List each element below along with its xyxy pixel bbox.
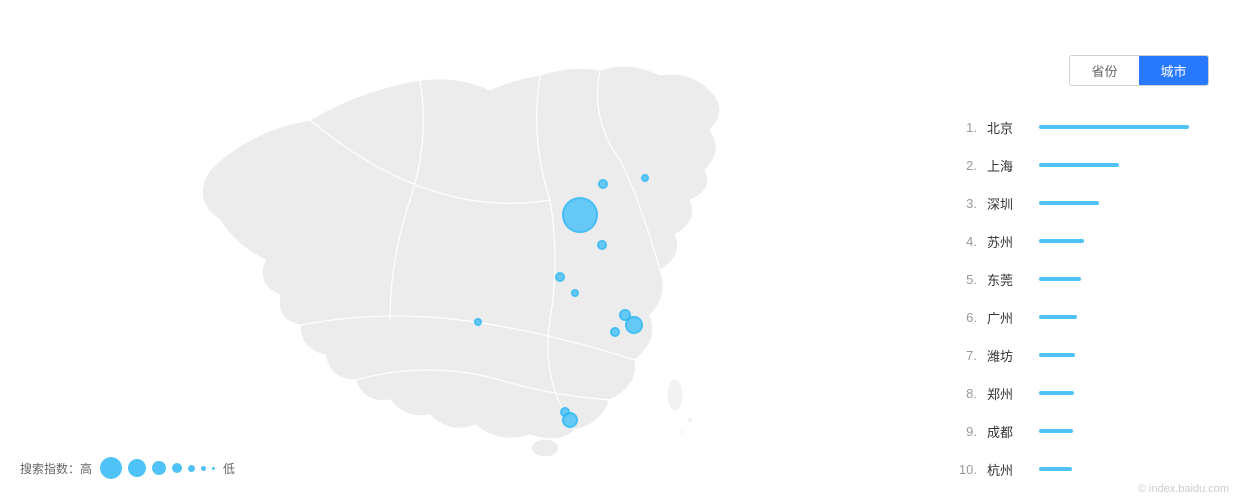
map-bubble[interactable] [474,318,482,326]
rank-bar [1039,277,1081,281]
side-panel: 省份 城市 1. 北京 2. 上海 3. 深圳 4. 苏州 5. 东莞 6. 广州 7. 潍坊 8. 郑州 9.… [949,55,1209,488]
china-map-area [130,20,770,460]
rank-city-name: 苏州 [987,232,1035,251]
rank-number: 4. [949,234,977,249]
rank-bar [1039,201,1099,205]
china-map-svg [130,20,770,460]
map-bubble[interactable] [641,174,649,182]
legend-prefix: 搜索指数：高 [20,460,92,477]
rank-city-name: 上海 [987,156,1035,175]
rank-bar-wrap [1039,201,1209,205]
rank-bar [1039,125,1189,129]
rank-item[interactable]: 4. 苏州 [949,222,1209,260]
rank-bar-wrap [1039,353,1209,357]
rank-number: 6. [949,310,977,325]
rank-bar-wrap [1039,125,1209,129]
map-bubble[interactable] [598,179,608,189]
map-bubble[interactable] [597,240,607,250]
rank-item[interactable]: 9. 成都 [949,412,1209,450]
tab-province[interactable]: 省份 [1070,56,1139,85]
rank-bar-wrap [1039,429,1209,433]
rank-number: 3. [949,196,977,211]
map-bubble[interactable] [562,412,578,428]
rank-number: 1. [949,120,977,135]
rank-item[interactable]: 7. 潍坊 [949,336,1209,374]
rank-bar-wrap [1039,163,1209,167]
map-bubble[interactable] [625,316,643,334]
rank-number: 5. [949,272,977,287]
legend-bubbles [100,457,215,479]
rank-number: 9. [949,424,977,439]
rank-city-name: 北京 [987,118,1035,137]
map-bubble[interactable] [610,327,620,337]
rank-bar [1039,239,1084,243]
rank-bar [1039,353,1075,357]
legend: 搜索指数：高 低 [20,457,235,479]
tab-group: 省份 城市 [1069,55,1209,86]
rank-list: 1. 北京 2. 上海 3. 深圳 4. 苏州 5. 东莞 6. 广州 7. 潍坊 8. 郑州 9. 成都 10. 杭… [949,108,1209,488]
map-bubble[interactable] [562,197,598,233]
legend-bubble [100,457,122,479]
rank-bar-wrap [1039,315,1209,319]
legend-bubble [201,466,206,471]
rank-number: 8. [949,386,977,401]
rank-city-name: 成都 [987,422,1035,441]
rank-item[interactable]: 5. 东莞 [949,260,1209,298]
legend-bubble [152,461,166,475]
rank-item[interactable]: 2. 上海 [949,146,1209,184]
rank-bar-wrap [1039,277,1209,281]
rank-city-name: 深圳 [987,194,1035,213]
rank-bar [1039,429,1073,433]
rank-bar [1039,163,1119,167]
rank-bar [1039,467,1072,471]
legend-bubble [212,467,215,470]
rank-city-name: 东莞 [987,270,1035,289]
legend-bubble [128,459,146,477]
map-bubble[interactable] [555,272,565,282]
rank-city-name: 郑州 [987,384,1035,403]
legend-low: 低 [223,460,235,477]
rank-bar-wrap [1039,467,1209,471]
rank-item[interactable]: 6. 广州 [949,298,1209,336]
rank-bar [1039,315,1077,319]
rank-bar-wrap [1039,391,1209,395]
rank-bar [1039,391,1074,395]
rank-bar-wrap [1039,239,1209,243]
rank-city-name: 杭州 [987,460,1035,479]
rank-number: 7. [949,348,977,363]
rank-item[interactable]: 1. 北京 [949,108,1209,146]
rank-city-name: 潍坊 [987,346,1035,365]
rank-item[interactable]: 3. 深圳 [949,184,1209,222]
rank-number: 10. [949,462,977,477]
map-bubble[interactable] [571,289,579,297]
legend-bubble [188,465,195,472]
tab-city[interactable]: 城市 [1139,56,1208,85]
rank-number: 2. [949,158,977,173]
watermark: © index.baidu.com [1138,483,1229,495]
rank-city-name: 广州 [987,308,1035,327]
legend-bubble [172,463,182,473]
rank-item[interactable]: 8. 郑州 [949,374,1209,412]
